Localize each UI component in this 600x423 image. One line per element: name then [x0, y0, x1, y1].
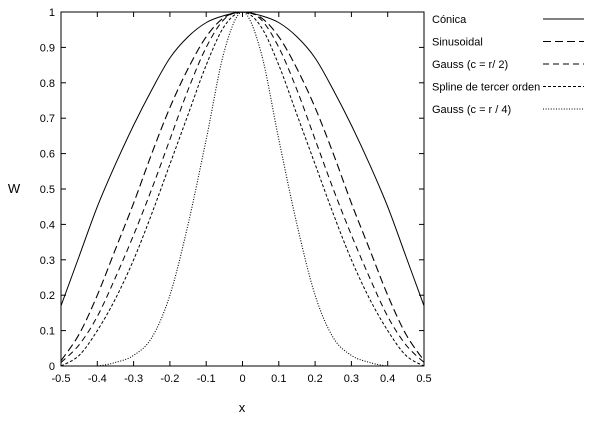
y-tick-label: 0	[49, 361, 55, 373]
x-tick-label: -0.5	[52, 373, 71, 385]
x-tick-label: 0.3	[344, 373, 359, 385]
y-tick-label: 0.4	[40, 219, 55, 231]
y-tick-label: 1	[49, 7, 55, 19]
x-tick-label: 0.2	[307, 373, 322, 385]
x-tick-label: 0.4	[380, 373, 395, 385]
legend-label: Sinusoidal	[432, 37, 483, 49]
curves-layer	[60, 11, 425, 367]
x-tick-label: -0.2	[160, 373, 179, 385]
x-tick-label: 0	[239, 373, 245, 385]
y-tick-label: 0.2	[40, 290, 55, 302]
ticks-layer: -0.5 -0.4 -0.3 -0.2 -0.1 0 0.1 0.2 0.3 0.4 0.5 0 0.1…	[40, 7, 432, 385]
x-tick-label: 0.5	[416, 373, 431, 385]
y-tick-label: 0.1	[40, 326, 55, 338]
y-axis-label: W	[8, 181, 21, 196]
legend-label: Spline de tercer orden	[432, 82, 540, 94]
x-axis-label: x	[239, 400, 246, 415]
series-line-1	[60, 11, 425, 306]
series-line-4	[60, 11, 425, 367]
legend-label: Cónica	[432, 14, 467, 26]
y-tick-label: 0.7	[40, 113, 55, 125]
x-tick-label: -0.3	[124, 373, 143, 385]
y-tick-label: 0.5	[40, 184, 55, 196]
x-tick-label: -0.4	[88, 373, 107, 385]
y-tick-label: 0.6	[40, 149, 55, 161]
y-tick-label: 0.8	[40, 78, 55, 90]
series-line-2	[60, 11, 425, 362]
series-line-5	[61, 11, 424, 367]
legend-label: Gauss (c = r/ 2)	[432, 59, 508, 71]
legend: Cónica Sinusoidal Gauss (c = r/ 2) Spline d…	[432, 14, 584, 116]
y-tick-label: 0.9	[40, 42, 55, 54]
x-tick-label: -0.1	[197, 373, 216, 385]
plot-frame	[60, 11, 425, 367]
legend-label: Gauss (c = r / 4)	[432, 104, 511, 116]
x-tick-label: 0.1	[271, 373, 286, 385]
y-tick-label: 0.3	[40, 255, 55, 267]
series-line-3	[60, 11, 425, 363]
